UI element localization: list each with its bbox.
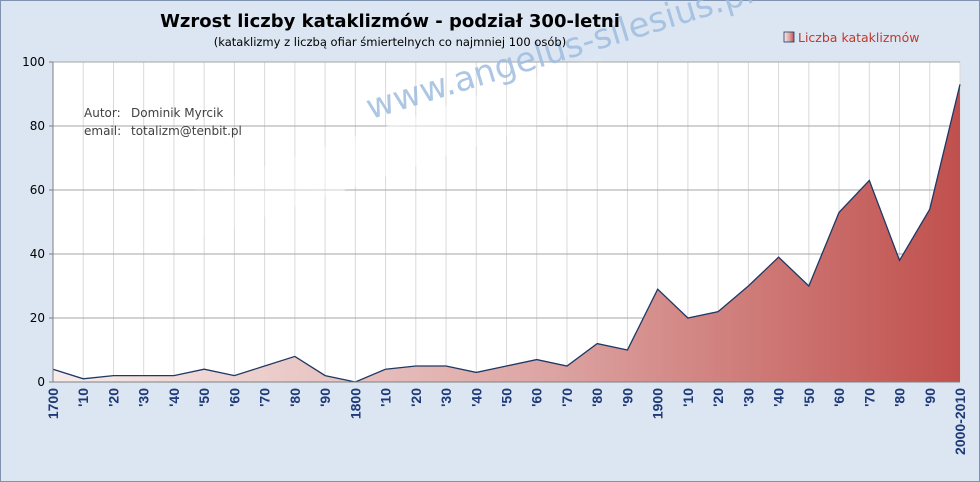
y-tick-label: 80 — [30, 119, 45, 133]
x-tick-label: '80 — [589, 388, 605, 407]
legend: Liczba kataklizmów — [783, 30, 919, 45]
email-value: totalizm@tenbit.pl — [131, 124, 242, 138]
x-tick-label: '50 — [499, 388, 515, 407]
y-tick-label: 20 — [30, 311, 45, 325]
x-tick-label: '60 — [226, 388, 242, 407]
x-tick-label: '50 — [196, 388, 212, 407]
x-tick-label: '70 — [861, 388, 877, 407]
x-tick-label: '50 — [801, 388, 817, 407]
watermark-band — [150, 55, 615, 250]
y-tick-label: 40 — [30, 247, 45, 261]
legend-label: Liczba kataklizmów — [798, 30, 919, 45]
y-tick-label: 100 — [22, 55, 45, 69]
x-tick-label: '20 — [105, 388, 121, 407]
chart-title: Wzrost liczby kataklizmów - podział 300-… — [160, 11, 620, 32]
series-area — [53, 84, 960, 383]
x-tick-label: '60 — [831, 388, 847, 407]
x-tick-label: '90 — [922, 388, 938, 407]
x-tick-label: '10 — [680, 388, 696, 407]
y-tick-label: 60 — [30, 183, 45, 197]
x-tick-label: '30 — [438, 388, 454, 407]
x-tick-label: 2000-2010 — [952, 388, 968, 455]
x-tick-label: 1900 — [650, 388, 666, 419]
x-tick-label: '40 — [468, 388, 484, 407]
x-tick-label: '80 — [287, 388, 303, 407]
x-tick-label: '30 — [740, 388, 756, 407]
chart-subtitle: (kataklizmy z liczbą ofiar śmiertelnych … — [214, 35, 566, 49]
email-label: email: — [84, 124, 121, 138]
x-tick-label: '80 — [892, 388, 908, 407]
series-line — [52, 84, 961, 383]
x-tick-label: '40 — [166, 388, 182, 407]
x-tick-label: '20 — [408, 388, 424, 407]
y-tick-label: 0 — [37, 375, 45, 389]
author-label: Autor: — [84, 106, 121, 120]
x-tick-label: '10 — [75, 388, 91, 407]
x-tick-label: '60 — [529, 388, 545, 407]
x-tick-label: '40 — [771, 388, 787, 407]
x-tick-label: '70 — [257, 388, 273, 407]
x-tick-label: '30 — [136, 388, 152, 407]
x-tick-label: 1700 — [45, 388, 61, 419]
x-tick-label: '10 — [378, 388, 394, 407]
y-axis-ticks: 0 20 40 60 80 100 — [22, 55, 53, 389]
x-tick-label: '20 — [710, 388, 726, 407]
x-tick-label: '90 — [317, 388, 333, 407]
x-tick-label: '70 — [559, 388, 575, 407]
x-tick-label: '90 — [619, 388, 635, 407]
x-tick-label: 1800 — [347, 388, 363, 419]
x-axis-ticks: 1700 '10 '20 '30 '40 '50 '60 '70 '80 '90 1800 '10 '2… — [45, 388, 968, 455]
legend-swatch — [783, 31, 795, 43]
author-name: Dominik Myrcik — [131, 106, 223, 120]
